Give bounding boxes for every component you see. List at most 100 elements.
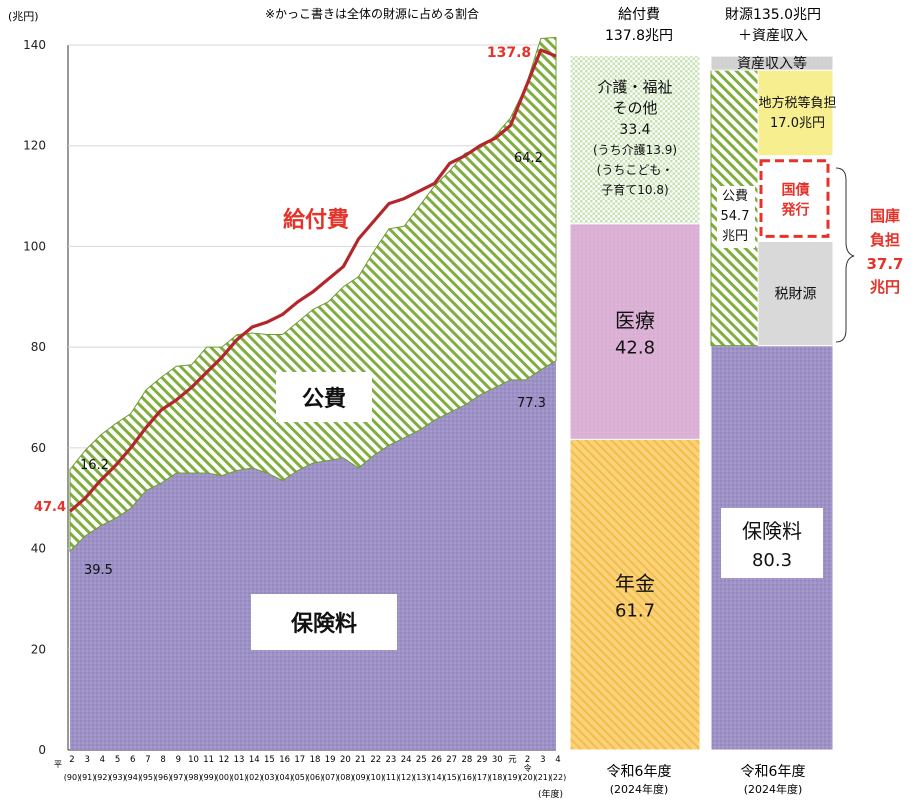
x-year-label: (99): [200, 773, 216, 782]
benefits-bar-xlabel: 令和6年度 (2024年度): [607, 764, 672, 796]
benefit-segment-label: (うちこども・: [597, 163, 674, 177]
x-year-label: (04): [276, 773, 292, 782]
funding-label-kohi: 54.7: [721, 209, 750, 224]
benefit-segment-label: 介護・福祉: [597, 78, 672, 96]
chart-note: ※かっこ書きは全体の財源に占める割合: [265, 6, 479, 21]
x-unit-label: (年度): [538, 788, 563, 800]
funding-label-kohi: 公費: [722, 189, 748, 204]
kyufuhi-line: [68, 48, 557, 513]
kokko-line4: 兆円: [870, 278, 900, 296]
x-year-label: (11): [383, 773, 399, 782]
x-year-label: (13): [413, 773, 429, 782]
x-tick-label: 28: [461, 755, 472, 765]
x-year-label: (05): [292, 773, 308, 782]
y-tick-label: 140: [23, 38, 46, 52]
y-tick-labels: 0 20 40 60 80 100 120 140: [23, 38, 46, 757]
funding-value-hokenryo: 80.3: [752, 550, 792, 571]
x-year-label: (96): [155, 773, 171, 782]
x-year-label: (18): [489, 773, 505, 782]
funding-sub-label: 国債: [782, 182, 810, 199]
x-year-label: (15): [443, 773, 459, 782]
x-year-label: (10): [368, 773, 384, 782]
x-year-label: (95): [140, 773, 156, 782]
x-era-heisei: 平: [54, 760, 62, 769]
benefit-segment-label: その他: [612, 99, 657, 117]
start-kohi-label: 16.2: [80, 458, 109, 473]
x-tick-labels: 平 2 3 4 5 6 7 8 9 10 11 12 13 14 15 16 17 18 19 20 21 22 23 24 2…: [54, 755, 566, 782]
hokenryo-label: 保険料: [290, 612, 357, 637]
funding-label-hokenryo: 保険料: [742, 519, 802, 543]
x-tick-label: 15: [264, 755, 275, 765]
x-year-label: (03): [261, 773, 277, 782]
start-hokenryo-label: 39.5: [84, 563, 113, 578]
x-tick-label: 21: [355, 755, 366, 765]
start-total-label: 47.4: [34, 500, 66, 515]
x-tick-label: 元: [508, 755, 517, 765]
end-kohi-label: 64.2: [514, 151, 543, 166]
benefit-segment-label: (うち介護13.9): [593, 142, 677, 157]
funding-label-box: [721, 508, 823, 578]
x-tick-label: 12: [218, 755, 229, 765]
x-tick-label: 17: [294, 755, 305, 765]
x-year-label: (12): [398, 773, 414, 782]
y-tick-label: 20: [31, 642, 46, 656]
x-tick-label: 25: [416, 755, 427, 765]
funding-label-asset: 資産収入等: [737, 55, 807, 72]
kokusai-dashed-box: [759, 159, 830, 238]
funding-label-kohi: 兆円: [722, 229, 748, 244]
kokko-bracket: [835, 167, 855, 343]
x-year-label: (92): [94, 773, 110, 782]
funding-title-line2: ＋資産収入: [738, 28, 808, 44]
x-year-label: (06): [307, 773, 323, 782]
x-year-label: (14): [428, 773, 444, 782]
x-tick-label: 22: [370, 755, 381, 765]
x-tick-label: 4: [100, 755, 105, 765]
benefits-title-line1: 給付費: [618, 7, 660, 23]
kyufuhi-label: 給付費: [283, 207, 349, 233]
kokko-line2: 負担: [870, 231, 900, 249]
x-year-label: (07): [322, 773, 338, 782]
x-tick-label: 9: [176, 755, 181, 765]
x-tick-label: 24: [401, 755, 412, 765]
x-tick-label: 6: [130, 755, 135, 765]
y-unit-label: (兆円): [8, 10, 39, 23]
x-year-label: (20): [519, 773, 535, 782]
x-year-label: (09): [352, 773, 368, 782]
kohi-label-box: [717, 186, 755, 248]
hokenryo-area: [70, 360, 556, 750]
x-tick-label: 30: [492, 755, 503, 765]
kokko-line1: 国庫: [870, 207, 900, 225]
funding-title-line1: 財源135.0兆円: [725, 7, 821, 23]
funding-sub-segment: [757, 155, 834, 242]
funding-sub-segment: [757, 69, 834, 157]
x-tick-label: 3: [540, 755, 545, 765]
y-tick-label: 80: [31, 340, 46, 354]
x-tick-label: 11: [203, 755, 214, 765]
funding-sub-label: 地方税等負担: [758, 95, 836, 111]
y-tick-label: 40: [31, 542, 46, 556]
x-tick-label: 2: [525, 755, 530, 765]
x-tick-label: 4: [555, 755, 560, 765]
benefits-title-line2: 137.8兆円: [605, 28, 673, 44]
benefit-segment: [569, 223, 701, 440]
benefits-bar-title: 給付費 137.8兆円: [605, 7, 673, 44]
hokenryo-label-group: 保険料: [251, 594, 397, 650]
benefit-segment: [569, 55, 701, 225]
x-tick-label: 2: [69, 755, 74, 765]
x-tick-label: 5: [115, 755, 120, 765]
area-series: [68, 36, 557, 750]
x-year-label: (00): [216, 773, 232, 782]
x-year-label: (01): [231, 773, 247, 782]
end-hokenryo-label: 77.3: [517, 396, 546, 411]
x-tick-label: 10: [188, 755, 199, 765]
x-year-label: (90): [64, 773, 80, 782]
x-year-label: (19): [504, 773, 520, 782]
x-tick-label: 14: [249, 755, 260, 765]
kyufuhi-label-group: 給付費: [283, 207, 349, 233]
benefits-xlabel-line1: 令和6年度: [607, 764, 672, 780]
end-total-label: 137.8: [487, 45, 531, 61]
funding-sub-label: 発行: [781, 202, 810, 219]
y-tick-label: 120: [23, 139, 46, 153]
benefit-segment-label: 年金: [615, 572, 655, 596]
